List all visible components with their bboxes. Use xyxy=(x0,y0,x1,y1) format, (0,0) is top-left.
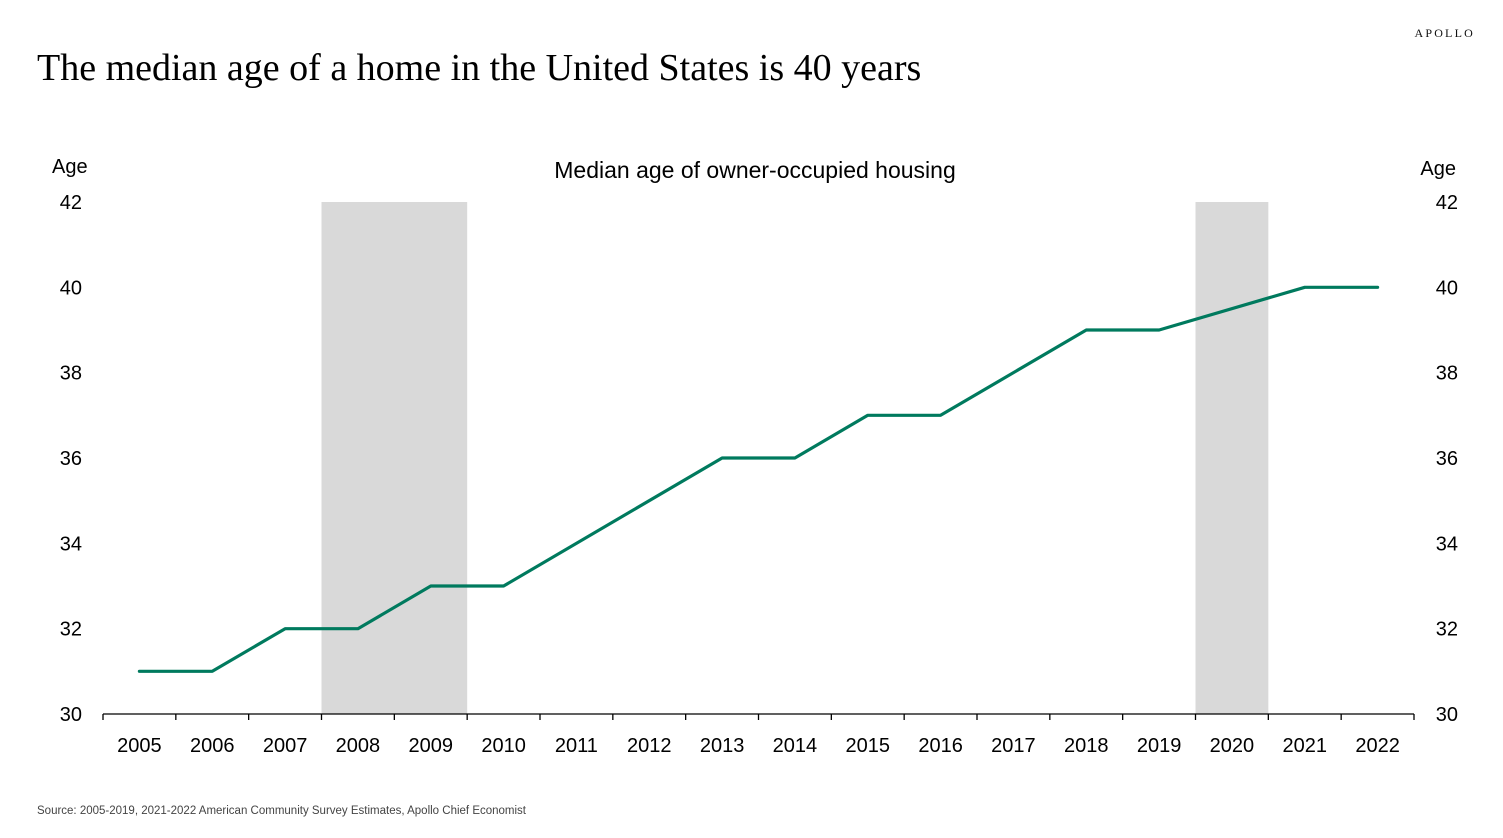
y-tick-label-left: 30 xyxy=(60,704,82,726)
left-axis-label: Age xyxy=(52,156,88,178)
y-tick-label-right: 32 xyxy=(1436,619,1458,641)
x-tick-label: 2011 xyxy=(555,735,598,757)
x-tick-label: 2010 xyxy=(481,735,526,757)
x-tick-label: 2008 xyxy=(336,735,381,757)
source-note: Source: 2005-2019, 2021-2022 American Co… xyxy=(37,805,527,817)
x-tick-label: 2020 xyxy=(1210,735,1255,757)
shaded-period-0 xyxy=(321,202,468,714)
x-tick-label: 2006 xyxy=(190,735,235,757)
x-tick-label: 2022 xyxy=(1355,735,1400,757)
x-tick-label: 2007 xyxy=(263,735,308,757)
y-tick-label-left: 32 xyxy=(60,619,82,641)
x-tick-label: 2018 xyxy=(1064,735,1109,757)
y-tick-label-left: 38 xyxy=(60,363,82,385)
x-tick-label: 2016 xyxy=(918,735,963,757)
x-tick-label: 2019 xyxy=(1137,735,1182,757)
x-tick-label: 2005 xyxy=(117,735,162,757)
shaded-period-1 xyxy=(1195,202,1269,714)
y-tick-label-left: 34 xyxy=(60,533,82,555)
median-age-series-line xyxy=(137,285,1380,673)
x-tick-label: 2017 xyxy=(991,735,1036,757)
x-tick-label: 2014 xyxy=(773,735,818,757)
x-tick-label: 2015 xyxy=(846,735,891,757)
median-age-line-chart: 2005 2006 2007 2008 2009 2010 2011 2012 2013 2014… xyxy=(52,156,1458,757)
x-tick-label: 2009 xyxy=(409,735,454,757)
x-tick-label: 2021 xyxy=(1283,735,1328,757)
y-tick-label-right: 30 xyxy=(1436,704,1458,726)
y-tick-label-left: 40 xyxy=(60,277,82,299)
x-tick-label: 2012 xyxy=(627,735,672,757)
page-headline: The median age of a home in the United S… xyxy=(37,47,922,89)
y-tick-label-right: 38 xyxy=(1436,363,1458,385)
right-axis-label: Age xyxy=(1420,158,1456,180)
x-tick-label: 2013 xyxy=(700,735,745,757)
y-tick-label-right: 42 xyxy=(1436,192,1458,214)
y-tick-label-right: 40 xyxy=(1436,277,1458,299)
y-tick-label-right: 34 xyxy=(1436,533,1458,555)
y-tick-label-right: 36 xyxy=(1436,448,1458,470)
y-tick-label-left: 42 xyxy=(60,192,82,214)
chart-title: Median age of owner-occupied housing xyxy=(554,157,956,183)
brand-logo: APOLLO xyxy=(1414,26,1475,40)
y-tick-label-left: 36 xyxy=(60,448,82,470)
